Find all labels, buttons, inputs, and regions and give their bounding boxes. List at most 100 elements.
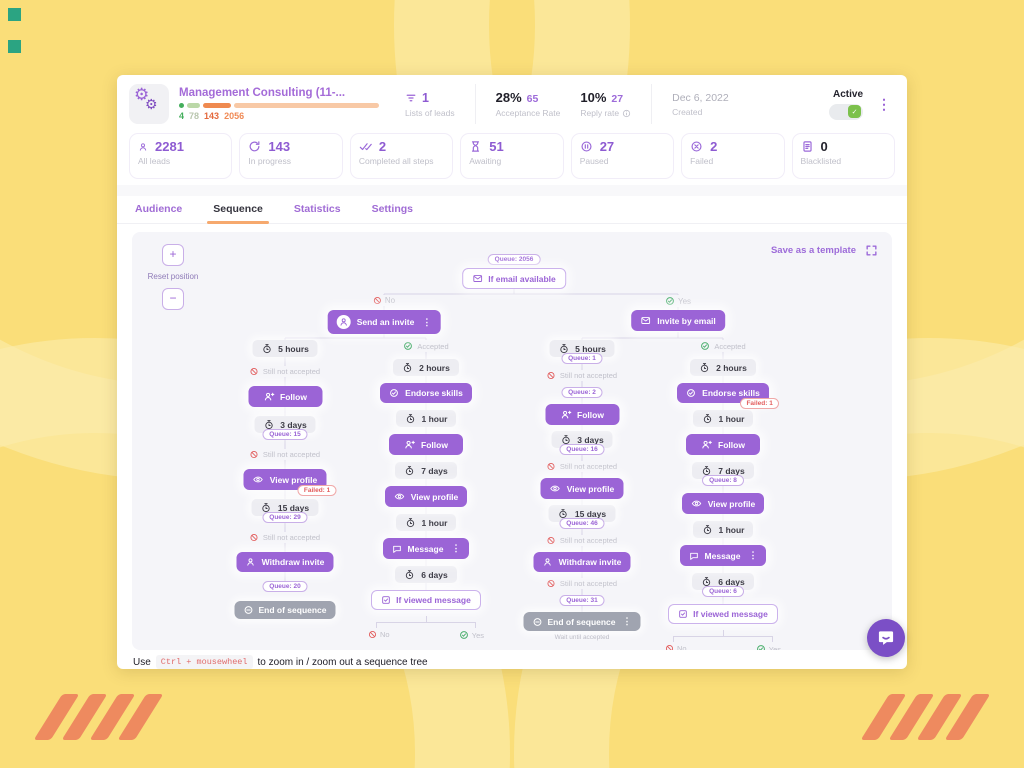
tab-sequence[interactable]: Sequence (207, 203, 269, 224)
action-node-view-profile[interactable]: View profile Failed: 1 (243, 469, 337, 496)
reply-label: Reply rate (580, 108, 620, 118)
campaign-title[interactable]: Management Consulting (11-... (179, 87, 346, 99)
action-node-message[interactable]: Message ⋮ (679, 545, 767, 566)
action-node-follow[interactable]: Follow (389, 434, 463, 455)
stopwatch-icon (263, 419, 274, 430)
wait-step-3-days[interactable]: 3 days (254, 416, 316, 433)
condition-node-if-email-available[interactable]: If email available (462, 268, 566, 289)
chat-bubble-icon (876, 628, 896, 648)
stat-card-awaiting[interactable]: 51 Awaiting (460, 133, 564, 179)
action-node-follow[interactable]: Follow (247, 386, 322, 407)
action-label: Send an invite (356, 317, 415, 327)
gear-icon: ⚙ (145, 96, 158, 112)
zoom-hint: Use Ctrl + mousewheel to zoom in / zoom … (133, 655, 428, 669)
stat-card-paused[interactable]: 27 Paused (570, 133, 675, 179)
tab-audience[interactable]: Audience (135, 203, 183, 215)
save-as-template-button[interactable]: Save as a template (770, 245, 856, 256)
active-toggle[interactable]: ✓ (829, 103, 863, 120)
stat-card-in-progress[interactable]: 143 In progress (239, 133, 343, 179)
queue-badge: Queue: 15 (262, 429, 308, 440)
wait-step-1-hour[interactable]: 1 hour (395, 514, 457, 531)
reply-pct: 10% (580, 90, 607, 105)
status-label-still-not-accepted: Still not accepted (542, 535, 622, 546)
wait-step-15-days[interactable]: 15 days (251, 499, 319, 516)
info-icon[interactable] (622, 109, 631, 118)
wait-step-1-hour[interactable]: 1 hour (692, 410, 754, 427)
node-menu-icon[interactable]: ⋮ (622, 616, 632, 626)
follow-icon (701, 439, 712, 450)
wait-step-6-days[interactable]: 6 days (692, 573, 754, 590)
queue-badge: Queue: 29 (262, 512, 308, 523)
wait-step-15-days[interactable]: 15 days (548, 505, 616, 522)
created-date: Dec 6, 2022 (672, 91, 729, 104)
fullscreen-icon[interactable] (865, 244, 878, 257)
action-node-withdraw-invite[interactable]: Withdraw invite (533, 552, 631, 572)
wait-step-1-hour[interactable]: 1 hour (395, 410, 457, 427)
header-menu-icon[interactable]: ⋮ (877, 95, 891, 112)
action-node-endorse-skills[interactable]: Endorse skills Failed: 1 (677, 383, 779, 409)
chat-widget-button[interactable] (867, 619, 905, 657)
stat-card-completed-all-steps[interactable]: 2 Completed all steps (349, 133, 454, 179)
wait-step-5-hours[interactable]: 5 hours (252, 340, 318, 357)
queue-badge: Queue: 8 (702, 475, 744, 486)
sequence-canvas[interactable]: + Reset position − Save as a template Qu… (132, 232, 892, 650)
acceptance-pct: 28% (495, 90, 522, 105)
action-node-view-profile[interactable]: View profile (540, 478, 624, 499)
stopwatch-icon (405, 517, 416, 528)
check-square-icon (678, 609, 688, 619)
action-node-send-an-invite[interactable]: Send an invite ⋮ (327, 310, 441, 334)
zoom-in-button[interactable]: + (162, 244, 184, 266)
wait-step-2-hours[interactable]: 2 hours (690, 359, 756, 376)
end-node[interactable]: End of sequence ⋮ (523, 612, 641, 631)
separator-band (117, 185, 907, 196)
wait-step-5-hours[interactable]: 5 hours (549, 340, 615, 357)
acceptance-rate-stat: 28% 65 Acceptance Rate (496, 90, 561, 118)
branch-label-no: No (368, 630, 390, 639)
check-circle-icon (389, 388, 399, 398)
node-menu-icon[interactable]: ⋮ (451, 543, 461, 553)
follow-icon (560, 409, 571, 420)
wait-step-3-days[interactable]: 3 days (551, 431, 613, 448)
action-node-follow[interactable]: Follow (686, 434, 760, 455)
branch-label-no: No (665, 644, 687, 650)
action-node-follow[interactable]: Follow (544, 404, 619, 425)
lists-label: Lists of leads (405, 108, 455, 118)
wait-step-7-days[interactable]: 7 days (395, 462, 457, 479)
prohibit-icon (373, 296, 382, 305)
wait-step-1-hour[interactable]: 1 hour (692, 521, 754, 538)
tab-settings[interactable]: Settings (371, 203, 413, 215)
action-node-invite-by-email[interactable]: Invite by email (631, 310, 725, 331)
tab-statistics[interactable]: Statistics (293, 203, 341, 215)
node-menu-icon[interactable]: ⋮ (422, 316, 432, 327)
queue-badge: Queue: 46 (559, 518, 605, 529)
node-menu-icon[interactable]: ⋮ (748, 550, 758, 560)
wait-step-2-hours[interactable]: 2 hours (393, 359, 459, 376)
stat-card-all-leads[interactable]: 2281 All leads (129, 133, 233, 179)
stat-card-failed[interactable]: 2 Failed (681, 133, 785, 179)
end-node[interactable]: End of sequence (234, 601, 336, 619)
stopwatch-icon (404, 569, 415, 580)
action-node-message[interactable]: Message ⋮ (382, 538, 470, 559)
action-node-view-profile[interactable]: View profile (681, 493, 765, 514)
tree-column-3: 5 hours Queue: 1 Still not accepted Queue: … (523, 340, 641, 641)
status-label-still-not-accepted: Still not accepted (542, 461, 622, 472)
prohibit-icon (547, 462, 556, 471)
stopwatch-icon (702, 524, 713, 535)
action-node-endorse-skills[interactable]: Endorse skills (380, 383, 472, 403)
stat-label: Paused (579, 156, 609, 166)
reset-position-button[interactable]: Reset position (147, 272, 199, 281)
wait-step-6-days[interactable]: 6 days (395, 566, 457, 583)
status-label-still-not-accepted: Still not accepted (245, 532, 325, 543)
wait-step-7-days[interactable]: 7 days (692, 462, 754, 479)
stopwatch-icon (404, 465, 415, 476)
action-node-withdraw-invite[interactable]: Withdraw invite (236, 552, 334, 572)
tree-column-1: 5 hours Still not accepted Follow 3 days Que… (234, 340, 337, 619)
failed-badge: Failed: 1 (740, 398, 779, 409)
stat-label: All leads (138, 156, 171, 166)
condition-node-if-viewed-message[interactable]: If viewed message (668, 604, 778, 624)
condition-node-if-viewed-message[interactable]: If viewed message (371, 590, 481, 610)
stat-card-blacklisted[interactable]: 0 Blacklisted (791, 133, 895, 179)
zoom-out-button[interactable]: − (162, 288, 184, 311)
check-square-icon (381, 595, 391, 605)
action-node-view-profile[interactable]: View profile (384, 486, 468, 507)
